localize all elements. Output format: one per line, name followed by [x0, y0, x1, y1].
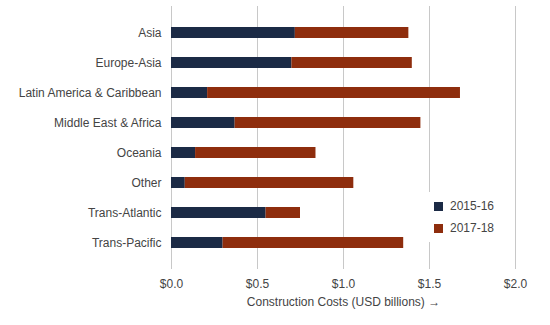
svg-text:Oceania: Oceania	[117, 146, 162, 160]
svg-text:Latin America & Caribbean: Latin America & Caribbean	[19, 86, 162, 100]
html-text:2015-16: 2015-16	[450, 199, 494, 213]
svg-text:Asia: Asia	[138, 26, 162, 40]
svg-text:Trans-Atlantic: Trans-Atlantic	[88, 206, 162, 220]
svg-text:$1.0: $1.0	[332, 277, 356, 291]
svg-text:$0.0: $0.0	[160, 277, 184, 291]
svg-text:Middle East & Africa: Middle East & Africa	[54, 116, 162, 130]
svg-text:Trans-Pacific: Trans-Pacific	[92, 236, 162, 250]
svg-text:Other: Other	[131, 176, 161, 190]
svg-text:$2.0: $2.0	[504, 277, 528, 291]
svg-text:Construction Costs (USD billio: Construction Costs (USD billions) →	[247, 295, 440, 309]
svg-text:Europe-Asia: Europe-Asia	[95, 56, 161, 70]
svg-text:$1.5: $1.5	[418, 277, 442, 291]
svg-text:$0.5: $0.5	[246, 277, 270, 291]
html-text:2017-18: 2017-18	[450, 221, 494, 235]
